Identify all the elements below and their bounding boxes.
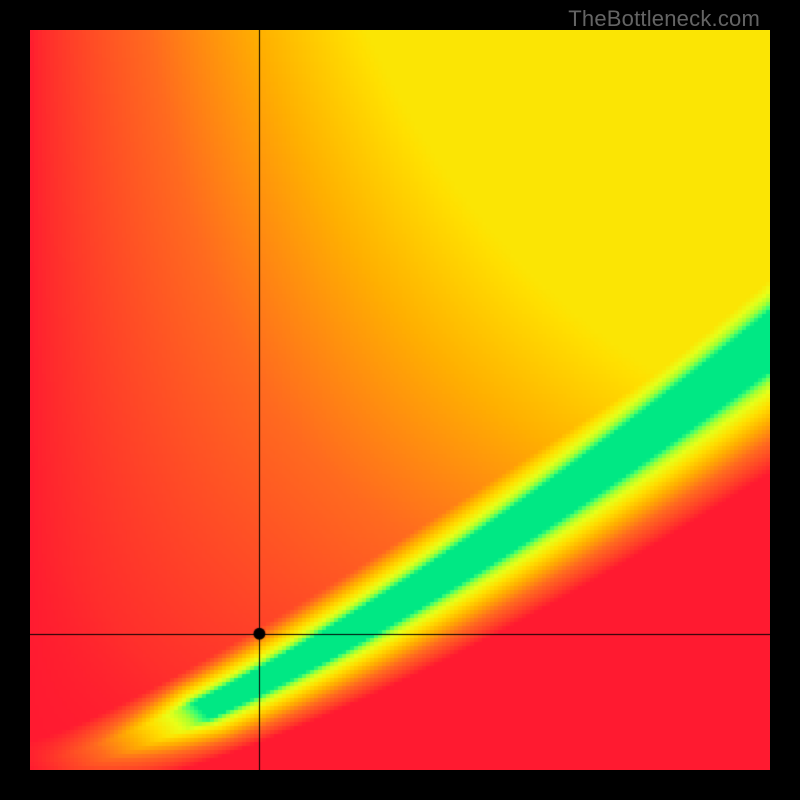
- watermark-text: TheBottleneck.com: [568, 6, 760, 32]
- bottleneck-heatmap: [30, 30, 770, 770]
- chart-container: TheBottleneck.com: [0, 0, 800, 800]
